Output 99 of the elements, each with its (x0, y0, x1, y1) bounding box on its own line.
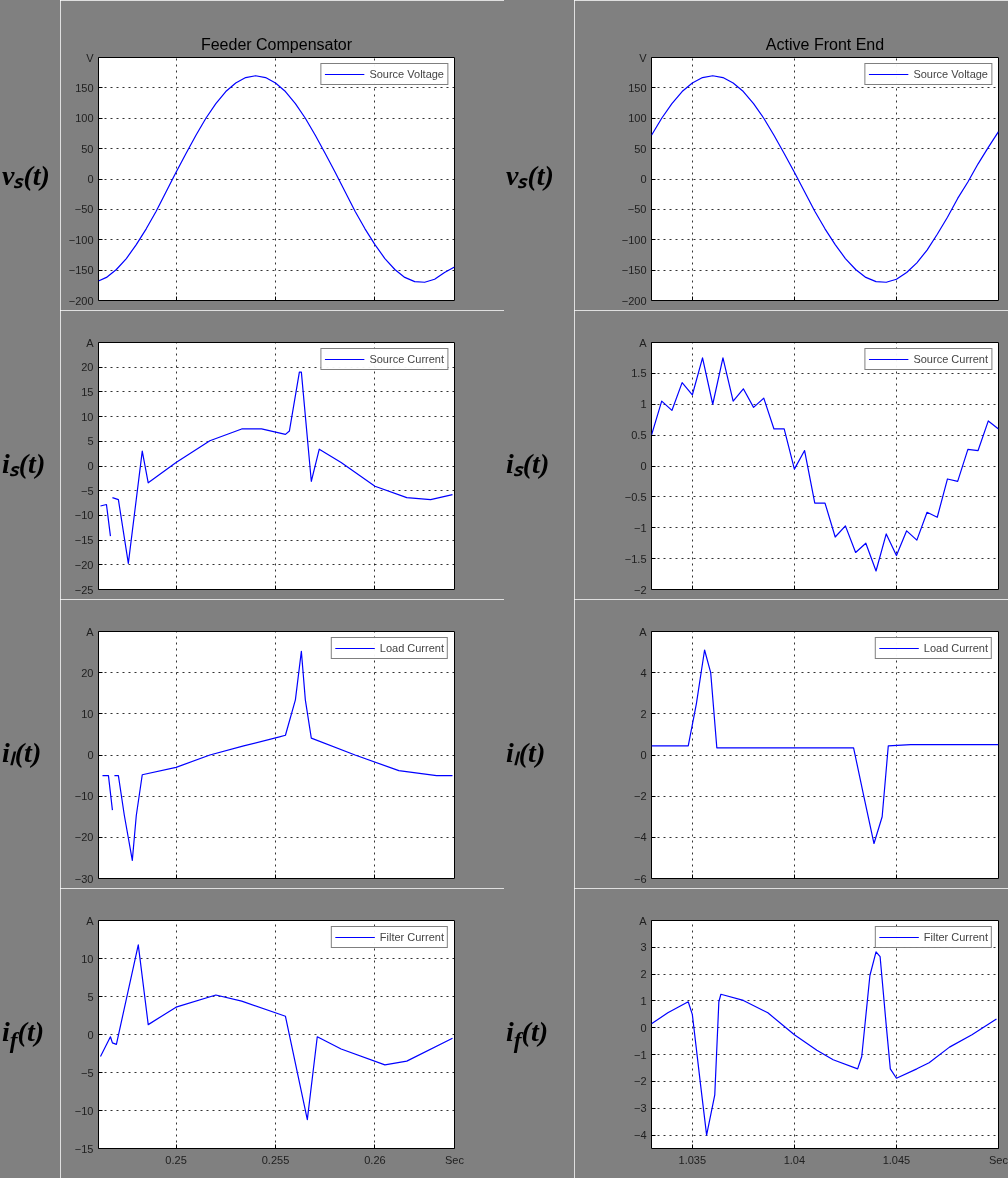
legend-label: Source Voltage (369, 67, 444, 81)
y-tick-label: 50 (634, 142, 647, 155)
y-tick-label: 150 (628, 81, 647, 94)
legend-label: Source Current (913, 352, 988, 366)
y-tick-label: −30 (74, 872, 94, 885)
y-tick-label: −2 (633, 790, 647, 803)
y-tick-label: 10 (81, 707, 94, 720)
line-series (113, 650, 454, 861)
legend-label: Load Current (923, 641, 988, 655)
line-series (651, 951, 998, 1136)
y-tick-label: 0 (640, 1021, 647, 1034)
y-tick-label: −1 (633, 521, 647, 534)
chart-title: Feeder Compensator (200, 35, 353, 53)
y-tick-label: A (639, 625, 648, 638)
y-tick-label: 0 (640, 173, 647, 185)
y-tick-label: A (86, 336, 95, 349)
y-tick-label: 0 (640, 460, 647, 472)
y-tick-label: 0 (87, 460, 94, 472)
y-tick-label: V (639, 51, 648, 64)
legend-label: Load Current (379, 641, 444, 655)
y-tick-label: V (86, 51, 95, 64)
line-series (111, 371, 454, 564)
y-tick-label: 0 (87, 1028, 94, 1041)
y-tick-label: 50 (81, 142, 94, 155)
y-tick-label: −20 (74, 558, 94, 571)
y-tick-label: 10 (81, 952, 94, 965)
y-tick-label: −200 (621, 294, 647, 307)
y-tick-label: 150 (75, 81, 94, 94)
x-tick-label: 0.255 (261, 1153, 290, 1166)
x-tick-label: 0.26 (364, 1153, 386, 1166)
chart-title: Active Front End (765, 35, 885, 53)
y-tick-label: −10 (74, 790, 94, 803)
y-tick-label: −2 (633, 1075, 647, 1088)
y-tick-label: −1.5 (624, 552, 647, 565)
y-tick-label: 20 (81, 361, 94, 374)
y-tick-label: 4 (640, 666, 647, 679)
y-tick-label: 5 (87, 990, 94, 1003)
legend-label: Source Voltage (913, 67, 988, 81)
y-tick-label: −20 (74, 831, 94, 844)
y-tick-label: −0.5 (624, 490, 647, 503)
y-tick-label: 5 (87, 435, 94, 448)
y-tick-label: 10 (81, 410, 94, 423)
y-tick-label: −2 (633, 583, 647, 596)
y-tick-label: 100 (628, 112, 647, 125)
x-tick-label: 1.045 (882, 1153, 911, 1166)
y-tick-label: −5 (80, 1066, 94, 1079)
y-tick-label: −25 (74, 583, 94, 596)
y-axis-title: vₛ(t) (506, 159, 554, 193)
y-tick-label: −3 (633, 1102, 647, 1115)
legend-label: Filter Current (923, 930, 988, 944)
y-tick-label: −200 (68, 294, 94, 307)
y-tick-label: 15 (81, 385, 94, 398)
legend-label: Filter Current (379, 930, 444, 944)
x-tick-label: 0.25 (165, 1153, 187, 1166)
y-tick-label: −10 (74, 509, 94, 522)
y-tick-label: 20 (81, 666, 94, 679)
y-tick-label: −10 (74, 1104, 94, 1117)
y-tick-label: −100 (68, 233, 94, 246)
x-tick-label: 1.035 (678, 1153, 707, 1166)
y-tick-label: A (86, 914, 95, 927)
line-series (651, 357, 999, 572)
y-tick-label: 100 (75, 112, 94, 125)
y-axis-title: i$_{f}$(t) (2, 1015, 44, 1055)
y-tick-label: −15 (74, 1142, 94, 1155)
y-tick-label: −150 (68, 264, 94, 277)
y-tick-label: −5 (80, 484, 94, 497)
y-tick-label: 1 (640, 994, 647, 1007)
y-tick-label: 3 (640, 941, 647, 954)
x-tick-label: Sec (445, 1153, 465, 1166)
y-tick-label: 2 (640, 707, 647, 720)
y-axis-title: iₛ(t) (506, 447, 550, 481)
x-tick-label: 1.04 (783, 1153, 806, 1166)
y-tick-label: A (86, 625, 95, 638)
y-tick-label: −4 (633, 1129, 647, 1142)
y-axis-title: i$_{f}$(t) (506, 1015, 548, 1055)
y-tick-label: A (639, 336, 648, 349)
y-tick-label: −15 (74, 534, 94, 547)
y-tick-label: 1.5 (631, 367, 647, 380)
y-tick-label: −100 (621, 233, 647, 246)
y-tick-label: 2 (640, 968, 647, 981)
y-tick-label: 0 (87, 173, 94, 185)
y-axis-title: iₛ(t) (2, 447, 46, 481)
line-series (99, 944, 454, 1121)
y-tick-label: −150 (621, 264, 647, 277)
y-tick-label: 0 (640, 749, 647, 761)
y-tick-label: −50 (74, 203, 94, 216)
y-axis-title: vₛ(t) (2, 159, 50, 193)
y-tick-label: 1 (640, 398, 647, 411)
y-tick-label: 0 (87, 749, 94, 761)
y-tick-label: −50 (627, 203, 647, 216)
x-tick-label: Sec (989, 1153, 1008, 1166)
y-tick-label: A (639, 914, 648, 927)
y-tick-label: −4 (633, 831, 647, 844)
y-axis-title: iₗ(t) (2, 736, 42, 770)
y-tick-label: −6 (633, 872, 647, 885)
legend-label: Source Current (369, 352, 444, 366)
y-tick-label: 0.5 (631, 429, 647, 442)
y-tick-label: −1 (633, 1048, 647, 1061)
y-axis-title: iₗ(t) (506, 736, 546, 770)
